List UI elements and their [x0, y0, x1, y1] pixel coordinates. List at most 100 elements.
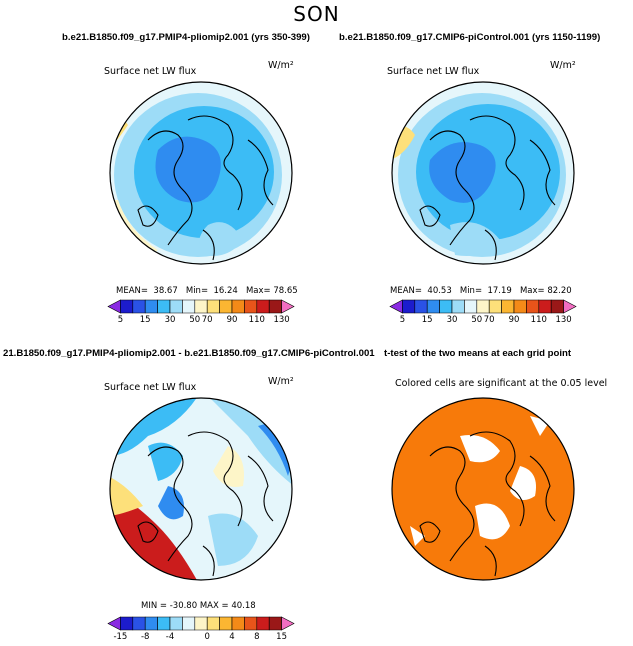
colorbar-swatch [281, 299, 295, 314]
colorbar-swatch [231, 299, 245, 314]
colorbar-swatch [169, 616, 183, 631]
colorbar-swatch [169, 299, 183, 314]
min-value-tl: 16.24 [213, 286, 238, 296]
colorbar-swatch [120, 299, 134, 314]
colorbar-tick-label: 130 [555, 315, 572, 325]
colorbar-swatch [194, 299, 208, 314]
colorbar-swatch [157, 299, 171, 314]
colorbar-tick-label: -8 [140, 632, 150, 642]
polar-map-tl [109, 81, 293, 265]
colorbar-tick-label: 110 [248, 315, 265, 325]
season-title: SON [293, 2, 340, 26]
colorbar-swatch [244, 299, 258, 314]
colorbar-swatch [476, 299, 490, 314]
polar-map-tr [391, 81, 575, 265]
colorbar-tick-label: 70 [201, 315, 213, 325]
significance-map-br [391, 397, 575, 581]
colorbar-tick-label: 15 [139, 315, 151, 325]
mean-value-tr: 40.53 [427, 286, 452, 296]
colorbar-tick-label: 90 [508, 315, 520, 325]
max-value-tl: 78.65 [273, 286, 298, 296]
colorbar-swatch [414, 299, 428, 314]
colorbar-swatch [439, 299, 453, 314]
panel-title-diff: 21.B1850.f09_g17.PMIP4-pliomip2.001 - b.… [3, 348, 375, 359]
colorbar-swatch [219, 299, 233, 314]
units-label-tl: W/m² [268, 60, 294, 71]
variable-label-tr: Surface net LW flux [387, 66, 480, 77]
colorbar-swatch [256, 299, 270, 314]
min-value-tr: 17.19 [487, 286, 512, 296]
colorbar-tick-label: -15 [113, 632, 128, 642]
colorbar-swatch [464, 299, 478, 314]
variable-label-tl: Surface net LW flux [104, 66, 197, 77]
colorbar-swatch [426, 299, 440, 314]
colorbar-tick-label: 15 [276, 632, 287, 642]
significance-caption: Colored cells are significant at the 0.0… [395, 378, 608, 389]
colorbar-swatch [268, 299, 282, 314]
colorbar-labels-bl: -15 -8 -4 0 4 8 15 [108, 632, 294, 644]
mean-label-tr: MEAN= [390, 286, 422, 296]
colorbar-tr [389, 299, 577, 314]
colorbar-swatch [120, 616, 134, 631]
stats-bl: MIN = -30.80 MAX = 40.18 [141, 601, 256, 611]
max-label-tl: Max= [245, 286, 271, 296]
colorbar-labels-tl: 5 15 30 50 70 90 110 130 [108, 315, 294, 327]
min-label-tl: Min= [185, 286, 209, 296]
colorbar-swatch [194, 616, 208, 631]
colorbar-swatch [451, 299, 465, 314]
max-label-tr: Max= [519, 286, 545, 296]
colorbar-tick-label: 8 [254, 632, 260, 642]
mean-label-tl: MEAN= [116, 286, 148, 296]
colorbar-swatch [144, 299, 158, 314]
colorbar-swatch [389, 299, 403, 314]
min-label-tr: Min= [459, 286, 483, 296]
colorbar-swatch [182, 299, 196, 314]
colorbar-tick-label: 110 [530, 315, 547, 325]
max-value-tr: 82.20 [547, 286, 572, 296]
colorbar-swatch [402, 299, 416, 314]
stats-tr: MEAN= 40.53 Min= 17.19 Max= 82.20 [390, 286, 572, 296]
colorbar-swatch [550, 299, 564, 314]
colorbar-bl [107, 616, 295, 631]
colorbar-labels-tr: 5 15 30 50 70 90 110 130 [390, 315, 576, 327]
colorbar-swatch [268, 616, 282, 631]
colorbar-swatch [256, 616, 270, 631]
colorbar-tick-label: 0 [204, 632, 210, 642]
panel-title-ttest: t-test of the two means at each grid poi… [384, 348, 572, 359]
colorbar-tick-label: 50 [471, 315, 483, 325]
colorbar-tick-label: 90 [226, 315, 238, 325]
colorbar-swatch [107, 299, 121, 314]
colorbar-swatch [157, 616, 171, 631]
panel-title-right: b.e21.B1850.f09_g17.CMIP6-piControl.001 … [339, 32, 601, 43]
stats-tl: MEAN= 38.67 Min= 16.24 Max= 78.65 [116, 286, 298, 296]
colorbar-swatch [231, 616, 245, 631]
colorbar-tick-label: 30 [164, 315, 176, 325]
colorbar-tick-label: 30 [446, 315, 458, 325]
colorbar-swatch [206, 299, 220, 314]
colorbar-swatch [132, 616, 146, 631]
colorbar-swatch [488, 299, 502, 314]
colorbar-swatch [182, 616, 196, 631]
polar-map-bl [109, 397, 293, 581]
colorbar-swatch [513, 299, 527, 314]
colorbar-tick-label: 4 [229, 632, 235, 642]
colorbar-swatch [501, 299, 515, 314]
colorbar-tick-label: 70 [483, 315, 495, 325]
colorbar-swatch [563, 299, 577, 314]
colorbar-swatch [281, 616, 295, 631]
colorbar-swatch [144, 616, 158, 631]
colorbar-swatch [107, 616, 121, 631]
colorbar-tick-label: 15 [421, 315, 433, 325]
colorbar-swatch [206, 616, 220, 631]
colorbar-tick-label: 5 [117, 315, 124, 325]
units-label-tr: W/m² [550, 60, 576, 71]
colorbar-tick-label: 50 [189, 315, 201, 325]
units-label-bl: W/m² [268, 376, 294, 387]
panel-title-left: b.e21.B1850.f09_g17.PMIP4-pliomip2.001 (… [62, 32, 310, 43]
colorbar-swatch [132, 299, 146, 314]
colorbar-swatch [526, 299, 540, 314]
colorbar-tick-label: 130 [273, 315, 290, 325]
colorbar-tick-label: -4 [165, 632, 175, 642]
colorbar-swatch [219, 616, 233, 631]
colorbar-swatch [244, 616, 258, 631]
